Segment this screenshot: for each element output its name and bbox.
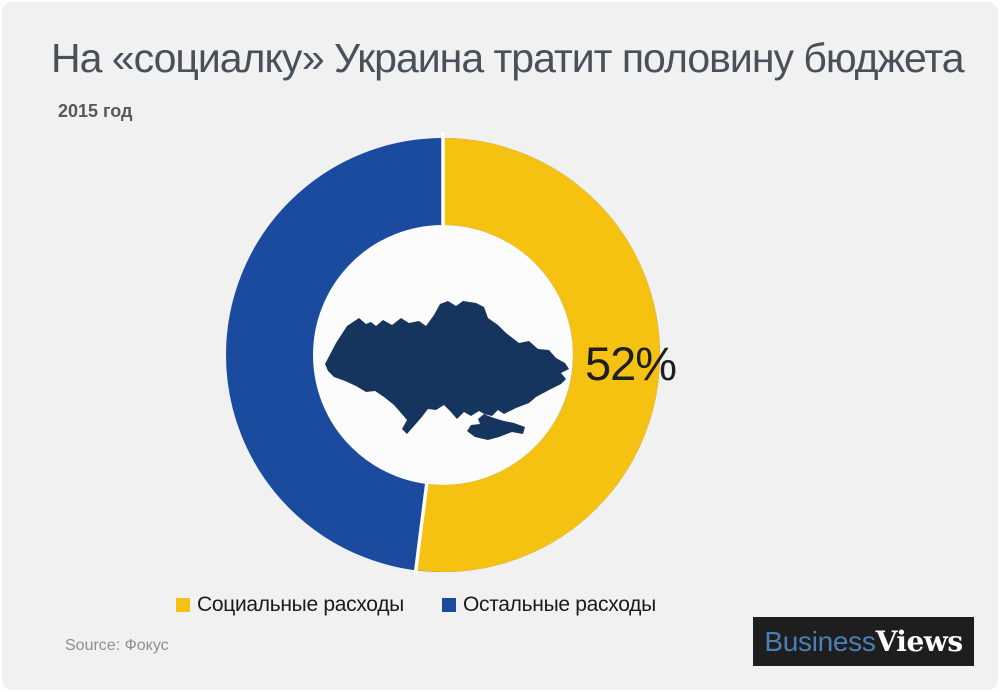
ukraine-map-icon	[325, 301, 569, 440]
data-label-social-pct: 52%	[585, 337, 677, 390]
chart-subtitle-year: 2015 год	[58, 101, 133, 121]
logo-text-business: Business	[764, 625, 876, 657]
legend-swatch-rest-icon	[441, 598, 456, 612]
legend-item-rest: Остальные расходы	[441, 593, 656, 617]
logo-text-views: Views	[875, 625, 964, 658]
legend-label-social: Социальные расходы	[197, 593, 404, 616]
legend-swatch-social-icon	[176, 598, 190, 612]
legend-label-rest: Остальные расходы	[462, 593, 656, 616]
segment-gap-bottom	[413, 479, 429, 576]
ukraine-map-group	[325, 301, 569, 440]
legend-item-social: Социальные расходы	[176, 593, 404, 617]
chart-legend: Социальные расходы Остальные расходы	[176, 593, 656, 617]
businessviews-logo: Business Views	[753, 617, 974, 666]
page-title: На «социалку» Украина тратит половину бю…	[51, 35, 965, 81]
source-note: Source: Фокус	[65, 637, 169, 654]
